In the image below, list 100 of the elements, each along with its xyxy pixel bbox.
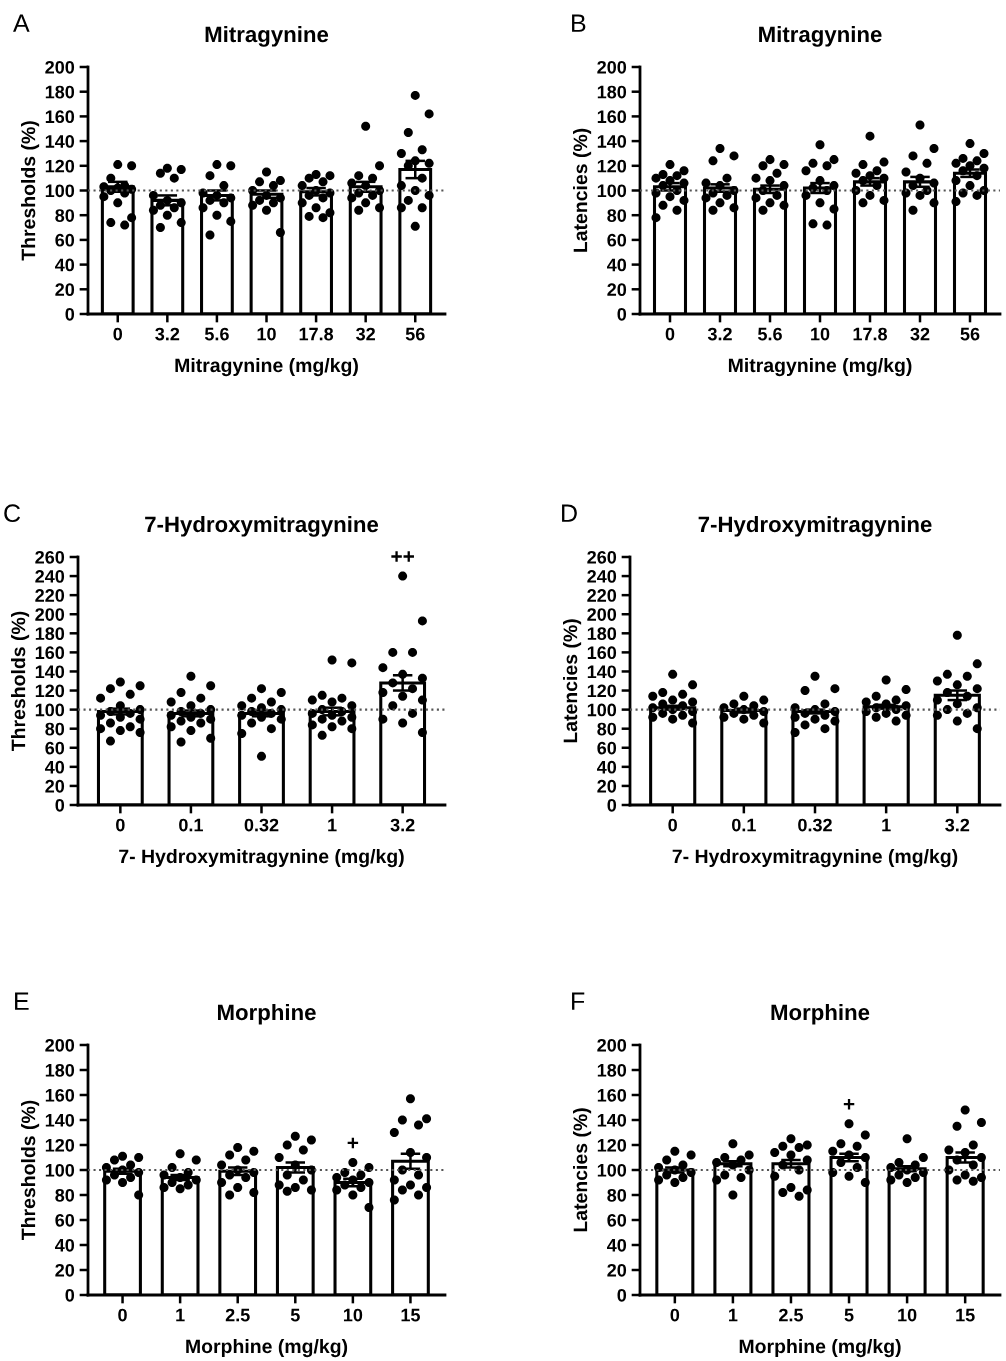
y-tick-label: 0 bbox=[617, 1288, 627, 1302]
y-axis-title: Thresholds (%) bbox=[21, 121, 40, 261]
x-tick-label: 17.8 bbox=[299, 327, 334, 341]
annotation: ++ bbox=[391, 551, 414, 562]
y-tick-label: 60 bbox=[597, 741, 617, 755]
y-tick-label: 60 bbox=[607, 1213, 627, 1227]
chart-title: Morphine bbox=[217, 1003, 316, 1025]
x-tick-label: 17.8 bbox=[853, 327, 888, 341]
y-tick-label: 260 bbox=[35, 550, 65, 564]
y-tick-label: 80 bbox=[597, 722, 617, 736]
x-tick-label: 0.32 bbox=[244, 818, 279, 832]
x-tick-label: 56 bbox=[405, 327, 425, 341]
x-axis-title: 7- Hydroxymitragynine (mg/kg) bbox=[672, 848, 958, 868]
y-tick-label: 160 bbox=[597, 1088, 627, 1102]
x-tick-label: 10 bbox=[811, 327, 830, 341]
y-tick-label: 80 bbox=[607, 209, 627, 222]
y-tick-label: 180 bbox=[597, 1063, 627, 1077]
x-axis-title: Morphine (mg/kg) bbox=[186, 1338, 348, 1358]
y-tick-label: 80 bbox=[55, 209, 75, 222]
y-tick-label: 40 bbox=[597, 760, 617, 774]
text: F bbox=[572, 992, 585, 1010]
y-tick-label: 0 bbox=[65, 307, 75, 321]
chart-title: 7-Hydroxymitragynine bbox=[145, 515, 379, 537]
y-axis-title: Latencies (%) bbox=[573, 1108, 592, 1232]
text: D bbox=[562, 504, 577, 522]
y-tick-label: 200 bbox=[597, 1038, 627, 1052]
y-tick-label: 140 bbox=[35, 665, 65, 679]
y-tick-label: 180 bbox=[45, 1063, 75, 1077]
y-tick-label: 20 bbox=[607, 283, 627, 297]
y-tick-label: 260 bbox=[587, 550, 617, 564]
y-tick-label: 0 bbox=[617, 307, 627, 321]
x-tick-label: 0 bbox=[118, 1308, 127, 1322]
y-tick-label: 60 bbox=[55, 233, 75, 247]
y-tick-label: 100 bbox=[45, 1163, 75, 1177]
y-axis-title: Thresholds (%) bbox=[11, 611, 30, 751]
y-tick-label: 0 bbox=[607, 798, 617, 812]
y-tick-label: 220 bbox=[35, 589, 65, 602]
y-tick-label: 40 bbox=[55, 258, 75, 272]
x-axis-title: Morphine (mg/kg) bbox=[739, 1338, 901, 1358]
x-tick-label: 0 bbox=[670, 1308, 680, 1322]
y-tick-label: 100 bbox=[35, 703, 65, 717]
x-axis-title: 7- Hydroxymitragynine (mg/kg) bbox=[119, 848, 404, 868]
x-tick-label: 3.2 bbox=[155, 327, 180, 341]
x-tick-label: 32 bbox=[910, 327, 930, 341]
y-tick-label: 180 bbox=[597, 85, 627, 99]
x-tick-label: 5.6 bbox=[204, 327, 229, 341]
x-tick-label: 2.5 bbox=[225, 1308, 250, 1322]
y-axis-title: Latencies (%) bbox=[573, 128, 592, 252]
x-tick-label: 2.5 bbox=[779, 1308, 804, 1322]
x-tick-label: 0.1 bbox=[732, 818, 756, 832]
x-tick-label: 3.2 bbox=[945, 818, 970, 832]
y-tick-label: 40 bbox=[607, 1238, 627, 1252]
x-axis-title: Mitragynine (mg/kg) bbox=[728, 357, 912, 377]
y-tick-label: 60 bbox=[55, 1213, 75, 1227]
y-tick-label: 120 bbox=[35, 684, 65, 698]
x-tick-label: 56 bbox=[960, 327, 980, 341]
y-tick-label: 160 bbox=[35, 646, 65, 660]
x-tick-label: 15 bbox=[401, 1308, 420, 1322]
x-tick-label: 1 bbox=[176, 1308, 185, 1322]
x-tick-label: 1 bbox=[729, 1308, 738, 1322]
text: B bbox=[572, 14, 586, 32]
x-tick-label: 0 bbox=[665, 327, 675, 341]
x-tick-label: 5 bbox=[290, 1308, 300, 1322]
text: E bbox=[15, 992, 29, 1010]
y-tick-label: 200 bbox=[587, 608, 617, 621]
y-tick-label: 80 bbox=[55, 1188, 75, 1202]
y-tick-label: 120 bbox=[597, 1138, 627, 1152]
y-tick-label: 40 bbox=[607, 258, 627, 272]
y-tick-label: 200 bbox=[35, 608, 65, 621]
annotation: + bbox=[347, 1137, 359, 1149]
y-tick-label: 160 bbox=[587, 646, 617, 660]
y-tick-label: 140 bbox=[597, 1113, 627, 1127]
y-tick-label: 140 bbox=[45, 1113, 75, 1127]
y-tick-label: 200 bbox=[597, 60, 627, 74]
y-tick-label: 140 bbox=[587, 665, 617, 679]
x-tick-label: 32 bbox=[356, 327, 375, 341]
y-tick-label: 140 bbox=[597, 135, 627, 148]
y-tick-label: 100 bbox=[587, 703, 617, 717]
y-tick-label: 200 bbox=[45, 1038, 75, 1052]
x-tick-label: 0.1 bbox=[179, 818, 203, 832]
text: A bbox=[13, 14, 30, 32]
y-tick-label: 40 bbox=[55, 1238, 75, 1252]
x-tick-label: 10 bbox=[257, 327, 276, 341]
y-tick-label: 120 bbox=[45, 159, 75, 173]
y-tick-label: 80 bbox=[607, 1188, 627, 1202]
y-tick-label: 20 bbox=[597, 779, 617, 793]
y-tick-label: 220 bbox=[587, 589, 617, 602]
y-tick-label: 100 bbox=[597, 1163, 627, 1177]
y-tick-label: 180 bbox=[35, 627, 65, 641]
x-axis-title: Mitragynine (mg/kg) bbox=[175, 357, 358, 377]
y-tick-label: 20 bbox=[45, 779, 65, 793]
y-tick-label: 100 bbox=[597, 184, 627, 198]
x-tick-label: 0 bbox=[113, 327, 123, 341]
text: C bbox=[4, 504, 21, 523]
x-tick-label: 1 bbox=[328, 818, 337, 832]
y-tick-label: 0 bbox=[55, 798, 65, 812]
y-tick-label: 60 bbox=[45, 741, 65, 755]
chart-title: 7-Hydroxymitragynine bbox=[698, 515, 932, 537]
y-tick-label: 80 bbox=[45, 722, 65, 736]
y-axis-title: Latencies (%) bbox=[563, 619, 582, 743]
